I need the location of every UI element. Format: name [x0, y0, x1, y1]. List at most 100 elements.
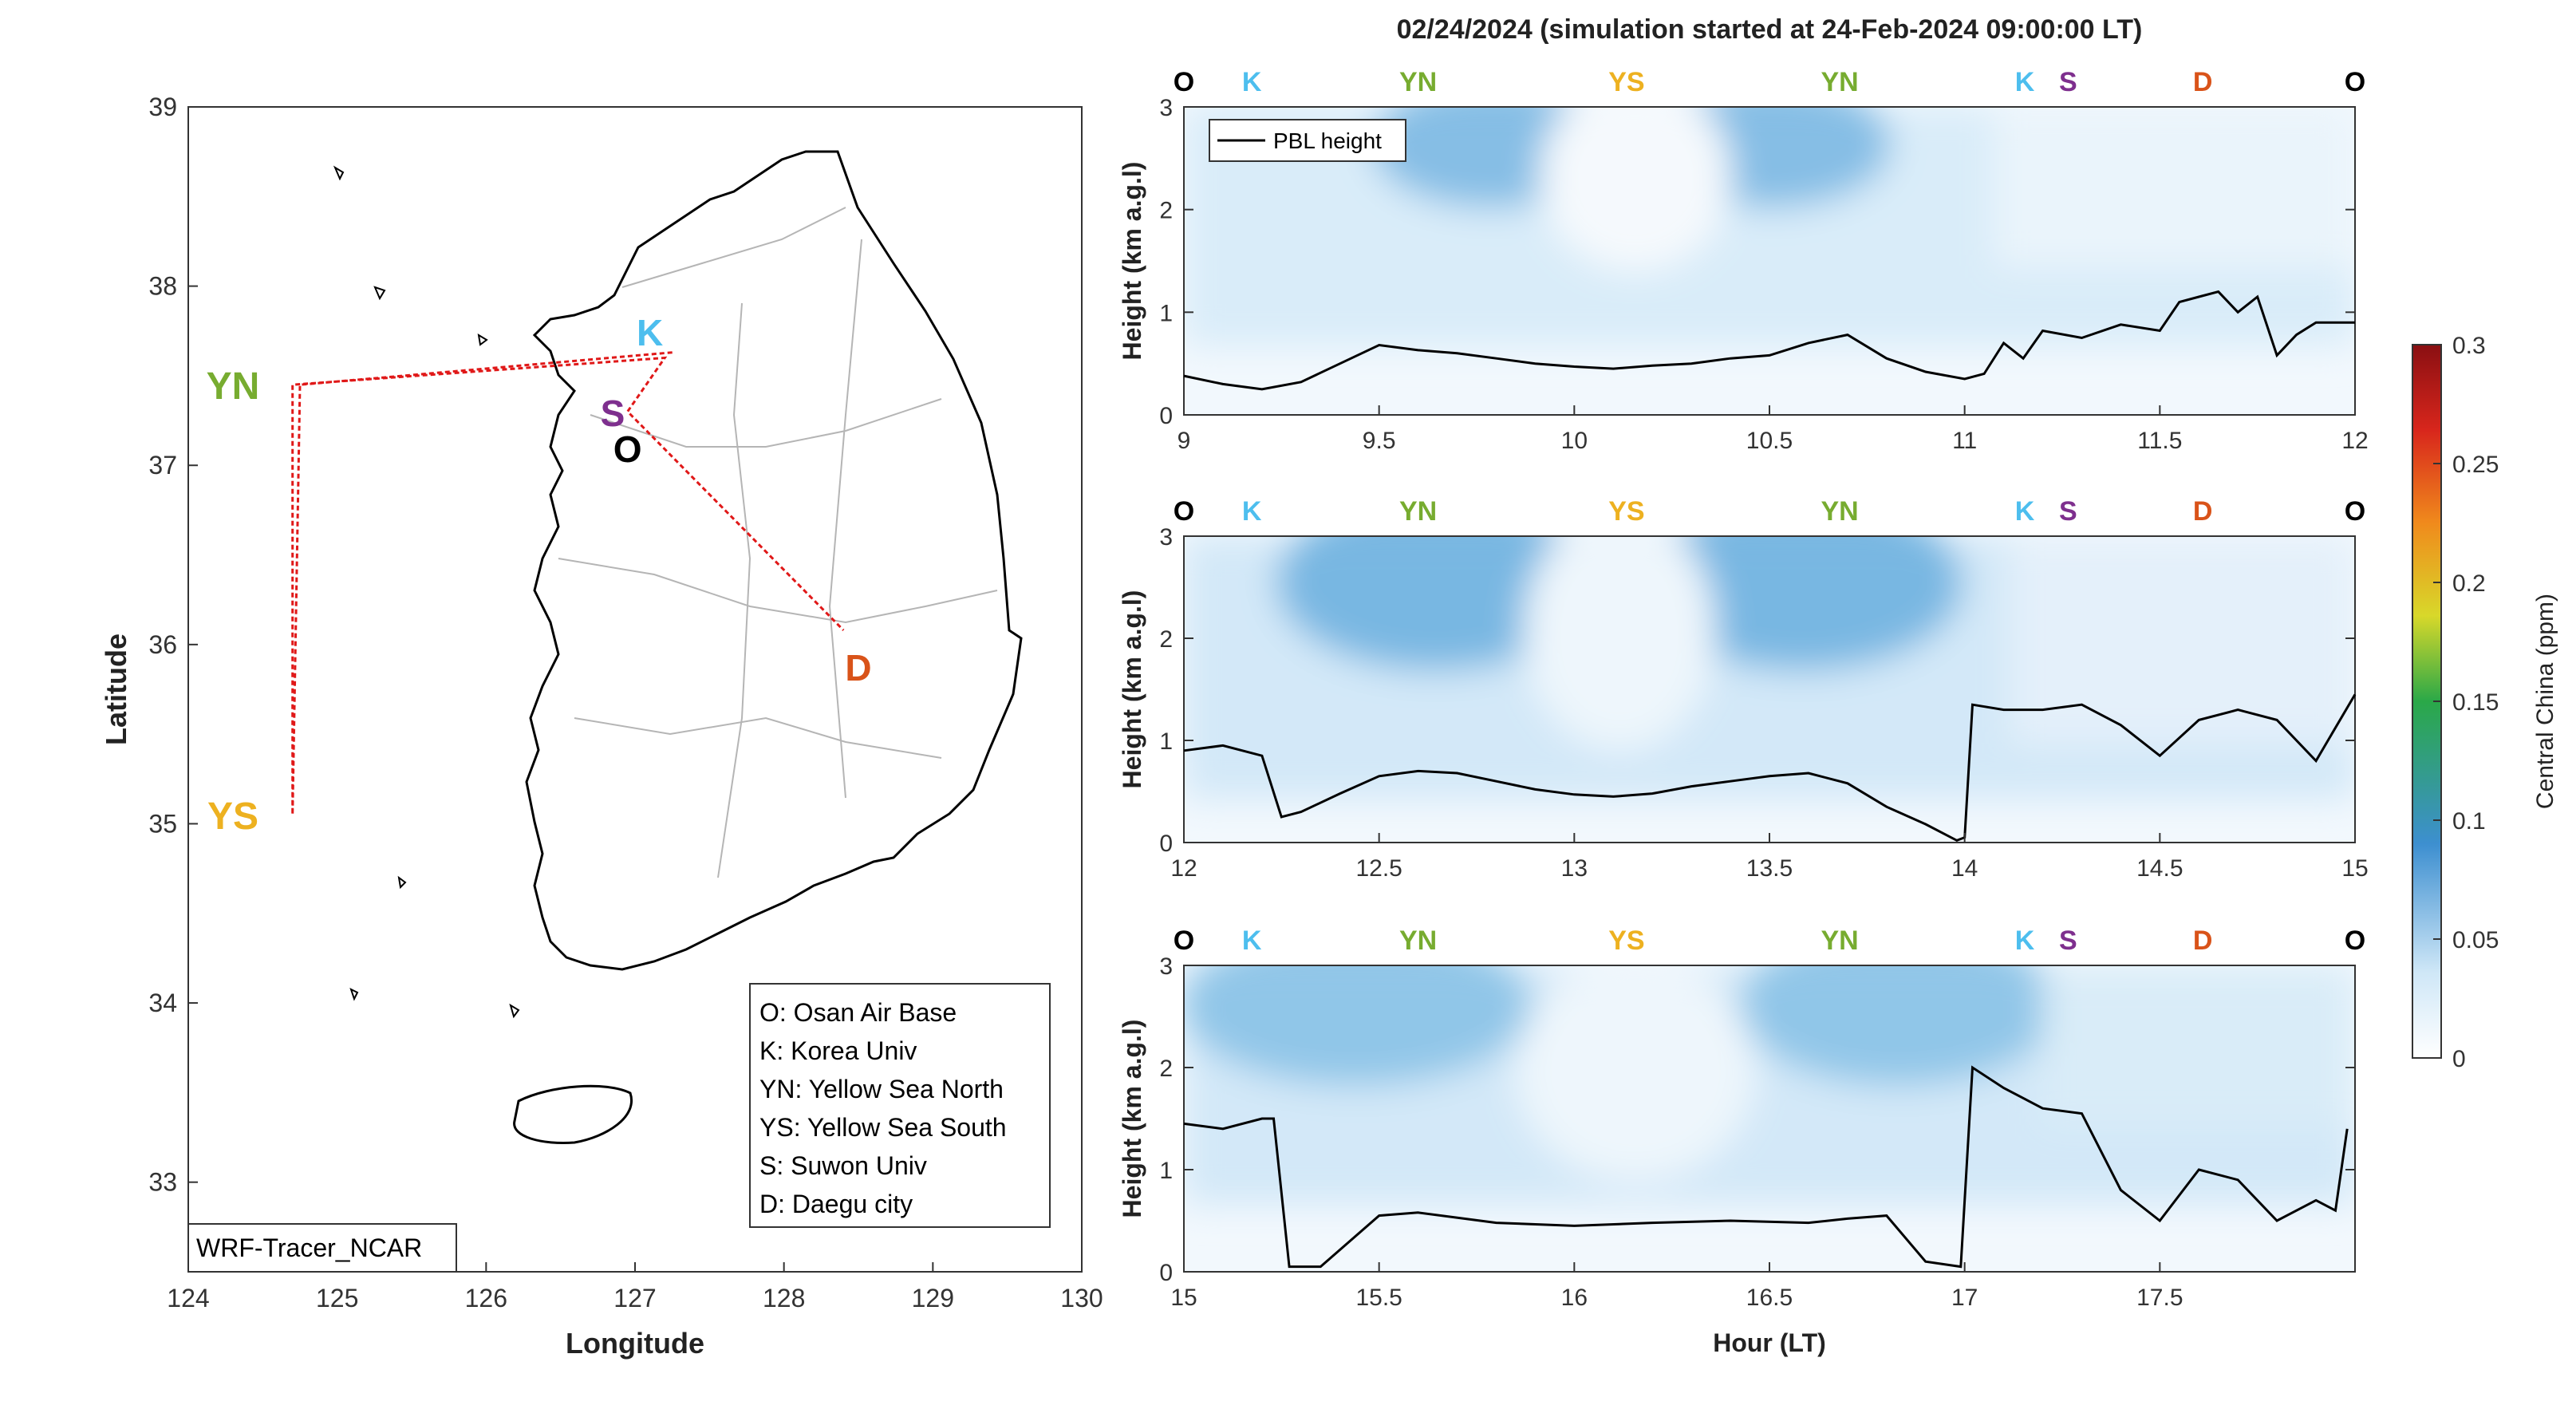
pbl-height-line-2 [1183, 693, 2357, 843]
map-site-label-k: K [637, 312, 663, 353]
x-tick-label: 14.5 [2136, 855, 2183, 882]
panel-2-site-labels: O K YN YS YN K S D O [1174, 496, 2365, 527]
site-top-label: YN [1821, 926, 1858, 956]
y-tick-label: 0 [1159, 1260, 1173, 1286]
site-legend-item: S: Suwon Univ [759, 1151, 927, 1180]
map-x-tick-label: 127 [613, 1284, 656, 1312]
colorbar: 0 0.05 0.1 0.15 0.2 0.25 0.3 Central China (pp… [2412, 333, 2558, 1072]
pbl-height-line-1 [1183, 290, 2355, 391]
colorbar-tick-label: 0.15 [2452, 689, 2499, 716]
site-top-label: S [2059, 926, 2077, 956]
site-labels: O KS D YN YS [207, 312, 872, 838]
site-top-label: YN [1399, 926, 1437, 956]
map-y-ticks: 33 34 35 36 37 38 39 [148, 93, 198, 1197]
figure-title: 02/24/2024 (simulation started at 24-Feb… [1397, 14, 2143, 45]
y-tick-label: 2 [1159, 198, 1173, 224]
map-site-label-o: O [613, 428, 642, 470]
panel-2-ylabel: Height (km a.g.l) [1118, 590, 1146, 789]
site-legend-item: YS: Yellow Sea South [759, 1113, 1007, 1142]
map-x-tick-label: 125 [316, 1284, 358, 1312]
model-label-text: WRF-Tracer_NCAR [196, 1233, 422, 1262]
pbl-legend-label: PBL height [1273, 128, 1382, 153]
site-top-label: O [2345, 926, 2365, 956]
colorbar-tick-label: 0.1 [2452, 808, 2486, 835]
site-top-label: S [2059, 67, 2077, 97]
site-top-label: K [2015, 926, 2035, 956]
transect-path [291, 351, 845, 815]
site-top-label: D [2193, 496, 2213, 527]
x-tick-label: 15 [1170, 1285, 1197, 1311]
x-tick-label: 12.5 [1355, 855, 1402, 882]
map-site-label-d: D [845, 647, 871, 689]
x-tick-label: 9 [1178, 428, 1191, 454]
map-y-tick-label: 36 [148, 630, 177, 659]
colorbar-tick-label: 0 [2452, 1046, 2466, 1072]
y-tick-label: 1 [1159, 728, 1173, 755]
x-tick-label: 10.5 [1746, 428, 1793, 454]
colorbar-tick-label: 0.05 [2452, 927, 2499, 953]
province-boundaries [558, 207, 998, 878]
western-islands [333, 165, 520, 1019]
site-top-label: YS [1608, 496, 1644, 527]
site-top-label: O [1174, 496, 1194, 527]
y-tick-label: 3 [1159, 95, 1173, 121]
site-top-label: YN [1399, 496, 1437, 527]
site-legend: O: Osan Air Base K: Korea Univ YN: Yellow … [749, 983, 1051, 1228]
y-tick-label: 0 [1159, 831, 1173, 857]
map-y-tick-label: 33 [148, 1168, 177, 1197]
x-tick-label: 16 [1561, 1285, 1588, 1311]
tracer-field-2 [1184, 536, 2355, 843]
map-y-tick-label: 35 [148, 809, 177, 838]
site-top-label: YS [1608, 926, 1644, 956]
site-top-label: YN [1399, 67, 1437, 97]
map-site-label-yn: YN [207, 365, 260, 408]
panel-1-ylabel: Height (km a.g.l) [1118, 162, 1146, 361]
korea-coastline [525, 150, 1023, 971]
site-legend-box [749, 983, 1051, 1228]
x-tick-label: 13 [1561, 855, 1588, 882]
map-y-tick-label: 37 [148, 451, 177, 480]
x-tick-label: 17.5 [2136, 1285, 2183, 1311]
site-top-label: O [1174, 67, 1194, 97]
site-top-label: K [1242, 926, 1262, 956]
map-ylabel: Latitude [100, 633, 132, 745]
pbl-legend: PBL height [1209, 119, 1406, 162]
y-tick-label: 3 [1159, 953, 1173, 980]
site-top-label: K [2015, 67, 2035, 97]
x-tick-label: 11 [1952, 428, 1977, 454]
site-top-label: O [2345, 67, 2365, 97]
site-top-label: YN [1821, 67, 1858, 97]
panel-3-ticks: 15 15.5 16 16.5 17 17.5 0 1 2 3 [1159, 953, 2355, 1311]
site-top-label: K [1242, 496, 1262, 527]
model-label-box [187, 1223, 457, 1273]
map-x-tick-label: 129 [912, 1284, 954, 1312]
site-top-label: D [2193, 67, 2213, 97]
y-tick-label: 1 [1159, 300, 1173, 326]
site-top-label: YS [1608, 67, 1644, 97]
x-tick-label: 12 [2341, 428, 2368, 454]
x-tick-label: 15 [2341, 855, 2368, 882]
map-x-tick-label: 124 [167, 1284, 209, 1312]
map-site-label-s: S [601, 393, 625, 434]
x-tick-label: 13.5 [1746, 855, 1793, 882]
site-top-label: O [1174, 926, 1194, 956]
map-y-tick-label: 38 [148, 272, 177, 301]
site-top-label: O [2345, 496, 2365, 527]
x-tick-label: 10 [1561, 428, 1588, 454]
site-top-label: K [1242, 67, 1262, 97]
colorbar-tick-label: 0.25 [2452, 452, 2499, 478]
panel-3-ylabel: Height (km a.g.l) [1118, 1020, 1146, 1218]
site-legend-item: K: Korea Univ [759, 1036, 917, 1065]
y-tick-label: 1 [1159, 1158, 1173, 1184]
pbl-height-line-3 [1183, 1065, 2349, 1269]
model-label: WRF-Tracer_NCAR [187, 1223, 457, 1273]
map-xlabel: Longitude [566, 1327, 704, 1360]
site-top-label: K [2015, 496, 2035, 527]
y-tick-label: 2 [1159, 1056, 1173, 1082]
colorbar-ticks: 0 0.05 0.1 0.15 0.2 0.25 0.3 [2433, 333, 2499, 1072]
x-tick-label: 14 [1951, 855, 1978, 882]
